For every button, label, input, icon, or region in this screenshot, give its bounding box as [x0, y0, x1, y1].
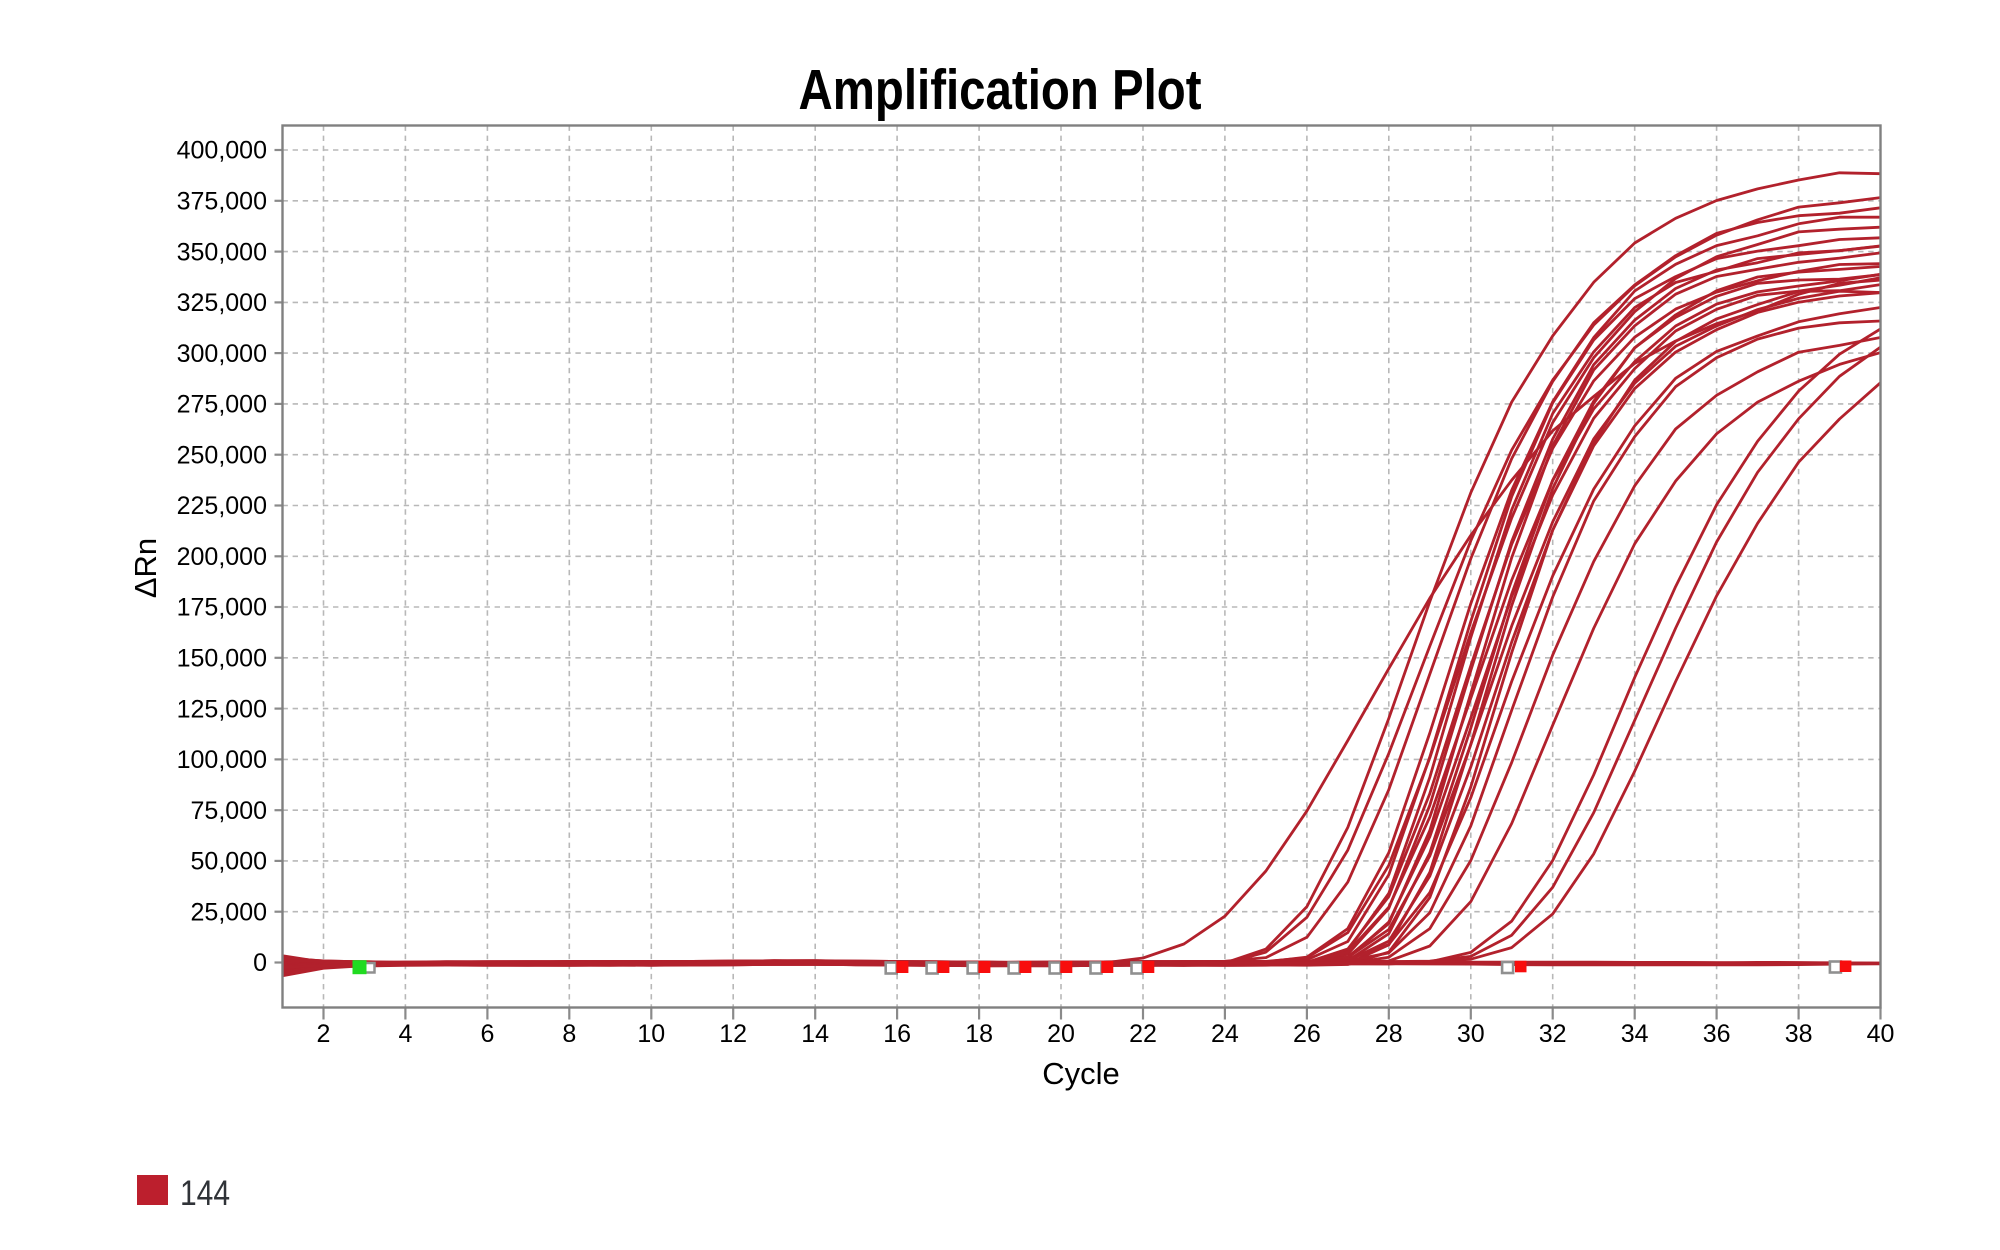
svg-text:250,000: 250,000: [177, 441, 267, 469]
svg-text:34: 34: [1621, 1020, 1649, 1048]
svg-text:14: 14: [801, 1020, 829, 1048]
svg-text:6: 6: [480, 1020, 494, 1048]
svg-text:12: 12: [719, 1020, 747, 1048]
svg-text:375,000: 375,000: [177, 188, 267, 216]
svg-text:24: 24: [1211, 1020, 1239, 1048]
svg-text:16: 16: [883, 1020, 911, 1048]
svg-text:22: 22: [1129, 1020, 1157, 1048]
svg-text:20: 20: [1047, 1020, 1075, 1048]
svg-text:36: 36: [1703, 1020, 1731, 1048]
svg-text:8: 8: [562, 1020, 576, 1048]
svg-text:50,000: 50,000: [191, 848, 267, 876]
svg-text:225,000: 225,000: [177, 492, 267, 520]
svg-text:38: 38: [1785, 1020, 1813, 1048]
svg-text:400,000: 400,000: [177, 137, 267, 165]
svg-text:32: 32: [1539, 1020, 1567, 1048]
svg-text:300,000: 300,000: [177, 340, 267, 368]
svg-text:2: 2: [317, 1020, 331, 1048]
svg-text:Amplification Plot: Amplification Plot: [799, 58, 1202, 122]
svg-text:4: 4: [398, 1020, 412, 1048]
svg-text:200,000: 200,000: [177, 543, 267, 571]
svg-text:100,000: 100,000: [177, 746, 267, 774]
svg-text:28: 28: [1375, 1020, 1403, 1048]
svg-text:Cycle: Cycle: [1042, 1056, 1120, 1091]
svg-text:350,000: 350,000: [177, 238, 267, 266]
svg-text:144: 144: [180, 1174, 230, 1213]
svg-text:325,000: 325,000: [177, 289, 267, 317]
svg-text:26: 26: [1293, 1020, 1321, 1048]
svg-text:125,000: 125,000: [177, 695, 267, 723]
svg-text:175,000: 175,000: [177, 594, 267, 622]
svg-text:75,000: 75,000: [191, 797, 267, 825]
svg-text:18: 18: [965, 1020, 993, 1048]
svg-text:25,000: 25,000: [191, 898, 267, 926]
svg-text:40: 40: [1867, 1020, 1895, 1048]
svg-text:ΔRn: ΔRn: [128, 538, 163, 598]
svg-text:150,000: 150,000: [177, 645, 267, 673]
svg-text:275,000: 275,000: [177, 391, 267, 419]
svg-text:10: 10: [637, 1020, 665, 1048]
svg-text:30: 30: [1457, 1020, 1485, 1048]
svg-text:0: 0: [253, 949, 267, 977]
